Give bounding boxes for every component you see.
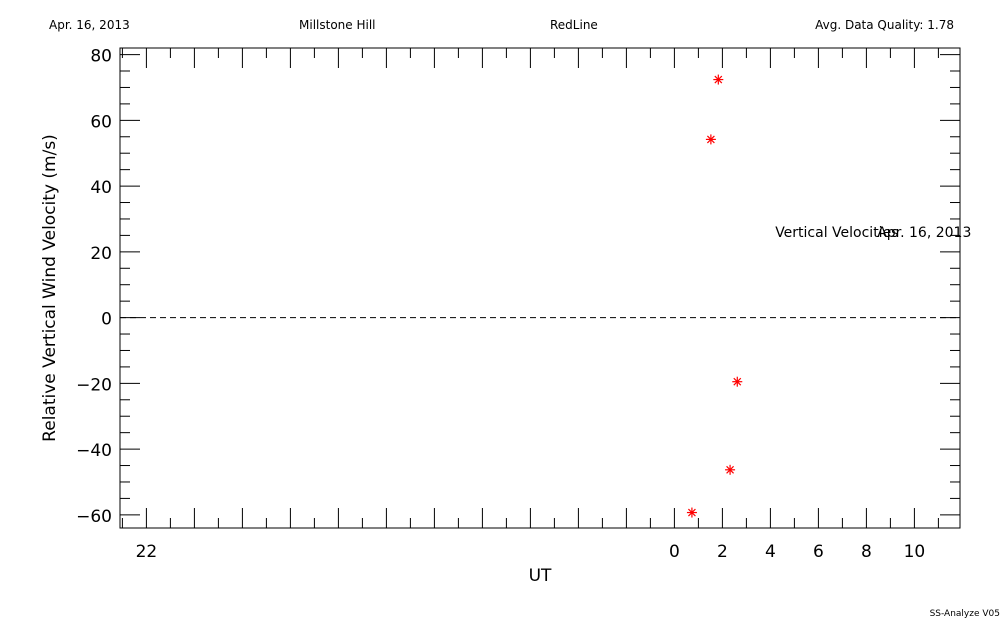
plot-frame xyxy=(119,47,961,529)
y-tick-label: 0 xyxy=(101,310,112,330)
y-tick-label: 60 xyxy=(90,112,112,132)
data-point xyxy=(686,507,697,518)
data-point xyxy=(732,376,743,387)
data-point-stroke xyxy=(714,75,723,84)
data-point xyxy=(705,134,716,145)
data-point-stroke xyxy=(706,135,715,144)
x-tick-label: 22 xyxy=(136,542,158,562)
y-tick-label: −20 xyxy=(76,375,112,395)
y-axis-label: Relative Vertical Wind Velocity (m/s) xyxy=(40,134,60,442)
x-tick-label: 0 xyxy=(669,542,680,562)
x-tick-label: 8 xyxy=(861,542,872,562)
data-point xyxy=(725,464,736,475)
y-tick-label: 20 xyxy=(90,244,112,264)
header-quality: Avg. Data Quality: 1.78 xyxy=(815,18,954,32)
footer-version: SS-Analyze V05 xyxy=(929,609,1000,619)
x-tick-label: 6 xyxy=(813,542,824,562)
x-tick-label: 2 xyxy=(717,542,728,562)
plot-annotation: Apr. 16, 2013 xyxy=(877,225,971,241)
plot-annotation: Vertical Velocities xyxy=(775,225,898,241)
header-station: Millstone Hill xyxy=(299,18,376,32)
header-date: Apr. 16, 2013 xyxy=(49,18,130,32)
x-axis-label: UT xyxy=(529,566,552,586)
y-tick-label: 80 xyxy=(90,47,112,67)
data-point xyxy=(713,74,724,85)
y-tick-label: −40 xyxy=(76,441,112,461)
data-point-stroke xyxy=(726,465,735,474)
x-tick-label: 10 xyxy=(904,542,926,562)
y-tick-label: −60 xyxy=(76,507,112,527)
data-point-stroke xyxy=(687,508,696,517)
y-tick-label: 40 xyxy=(90,178,112,198)
header-line: RedLine xyxy=(550,18,598,32)
x-tick-label: 4 xyxy=(765,542,776,562)
data-point-stroke xyxy=(733,377,742,386)
